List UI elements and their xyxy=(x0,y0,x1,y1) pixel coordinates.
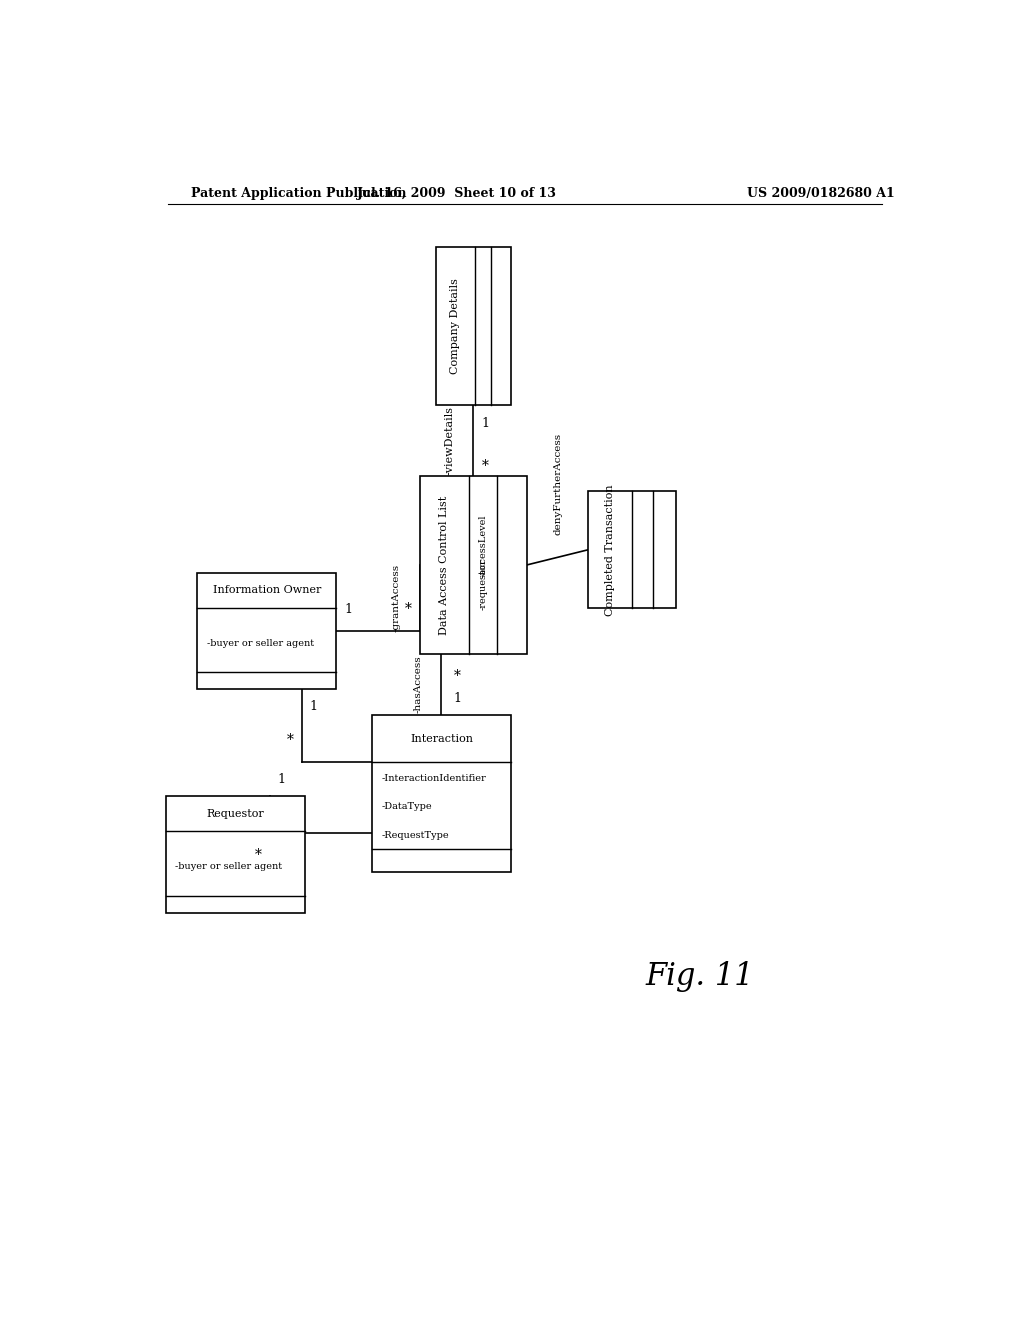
Text: Fig. 11: Fig. 11 xyxy=(645,961,754,993)
Bar xyxy=(435,247,511,405)
Text: -buyer or seller agent: -buyer or seller agent xyxy=(175,862,283,871)
Text: -hasAccess: -hasAccess xyxy=(413,656,422,713)
Text: *: * xyxy=(481,459,488,473)
Bar xyxy=(420,477,526,653)
Text: -RequestType: -RequestType xyxy=(382,832,450,841)
Text: Information Owner: Information Owner xyxy=(213,585,322,595)
Text: *: * xyxy=(287,733,294,747)
Text: 1: 1 xyxy=(344,603,352,615)
Text: US 2009/0182680 A1: US 2009/0182680 A1 xyxy=(748,187,895,201)
Text: -InteractionIdentifier: -InteractionIdentifier xyxy=(382,774,486,783)
Text: Requestor: Requestor xyxy=(206,809,264,818)
Text: 1: 1 xyxy=(278,774,286,785)
Text: -grantAccess: -grantAccess xyxy=(391,564,400,632)
Text: Completed Transaction: Completed Transaction xyxy=(605,484,615,615)
Text: Data Access Control List: Data Access Control List xyxy=(439,495,450,635)
Text: *: * xyxy=(404,602,412,615)
Bar xyxy=(372,715,511,873)
Text: Company Details: Company Details xyxy=(451,279,460,374)
Text: *: * xyxy=(454,669,460,684)
Bar xyxy=(166,796,304,913)
Text: denyFurtherAccess: denyFurtherAccess xyxy=(553,433,562,535)
Text: 1: 1 xyxy=(481,417,489,430)
Text: 1: 1 xyxy=(454,692,462,705)
Text: -buyer or seller agent: -buyer or seller agent xyxy=(207,639,314,648)
Text: -DataType: -DataType xyxy=(382,803,432,812)
Text: -viewDetails: -viewDetails xyxy=(444,407,455,475)
Text: Patent Application Publication: Patent Application Publication xyxy=(191,187,407,201)
Text: Interaction: Interaction xyxy=(410,734,473,743)
Text: 1: 1 xyxy=(309,700,317,713)
Text: *: * xyxy=(255,849,262,862)
Text: Jul. 16, 2009  Sheet 10 of 13: Jul. 16, 2009 Sheet 10 of 13 xyxy=(357,187,557,201)
Bar xyxy=(588,491,676,609)
Text: -requestor: -requestor xyxy=(478,558,487,610)
Text: -accessLevel: -accessLevel xyxy=(478,515,487,577)
Bar xyxy=(198,573,336,689)
